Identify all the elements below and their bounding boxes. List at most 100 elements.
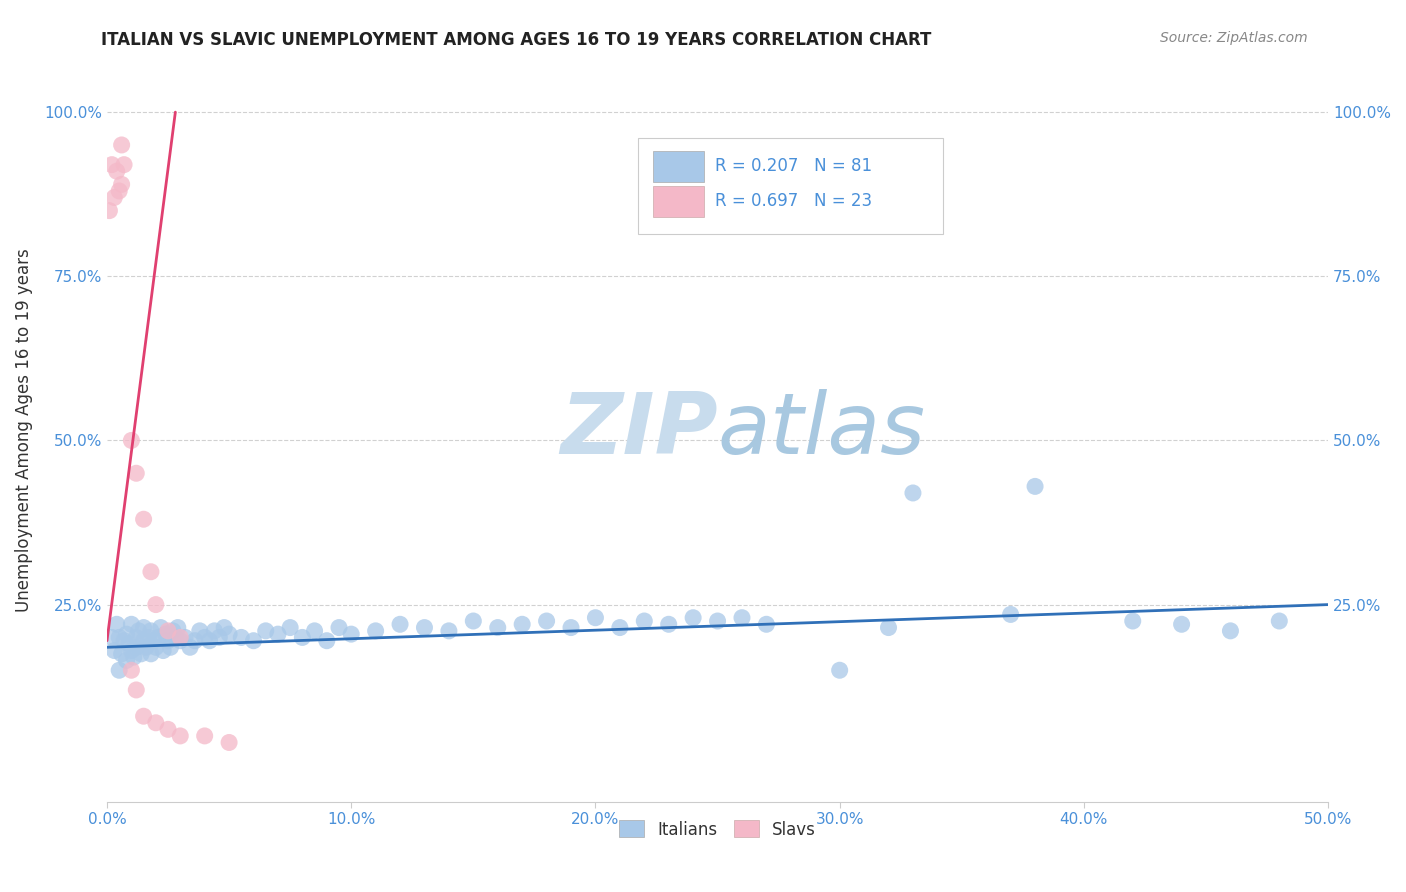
Point — [1268, 614, 1291, 628]
Point — [101, 631, 124, 645]
Point — [315, 633, 337, 648]
Point — [105, 617, 128, 632]
Point — [103, 643, 125, 657]
Point — [218, 627, 240, 641]
Point — [120, 434, 142, 448]
Point — [152, 643, 174, 657]
Point — [129, 647, 152, 661]
Point — [536, 614, 558, 628]
FancyBboxPatch shape — [638, 137, 943, 234]
Point — [125, 467, 148, 481]
Point — [122, 650, 145, 665]
Point — [145, 640, 167, 655]
Point — [328, 621, 350, 635]
Point — [111, 138, 134, 153]
Point — [125, 640, 148, 655]
Point — [188, 624, 211, 638]
Point — [118, 637, 141, 651]
Point — [169, 631, 191, 645]
Point — [218, 735, 240, 749]
Point — [108, 663, 131, 677]
Point — [731, 611, 754, 625]
Point — [142, 633, 165, 648]
Point — [179, 640, 201, 655]
Point — [437, 624, 460, 638]
Point — [139, 565, 162, 579]
Point — [132, 621, 155, 635]
Point — [1122, 614, 1144, 628]
Point — [463, 614, 485, 628]
Point — [111, 178, 134, 192]
Text: ITALIAN VS SLAVIC UNEMPLOYMENT AMONG AGES 16 TO 19 YEARS CORRELATION CHART: ITALIAN VS SLAVIC UNEMPLOYMENT AMONG AGE… — [101, 31, 932, 49]
Point — [184, 633, 207, 648]
Point — [139, 624, 162, 638]
Text: R = 0.207   N = 81: R = 0.207 N = 81 — [716, 158, 872, 176]
Point — [413, 621, 436, 635]
Point — [108, 184, 131, 198]
Point — [828, 663, 851, 677]
Point — [135, 640, 157, 655]
Point — [103, 190, 125, 204]
Point — [120, 663, 142, 677]
Point — [560, 621, 582, 635]
Point — [1000, 607, 1022, 622]
Text: R = 0.697   N = 23: R = 0.697 N = 23 — [716, 193, 872, 211]
Point — [1219, 624, 1241, 638]
Point — [755, 617, 778, 632]
Point — [145, 715, 167, 730]
Point — [1024, 479, 1046, 493]
Point — [174, 631, 197, 645]
Point — [267, 627, 290, 641]
Point — [1170, 617, 1192, 632]
Text: ZIP: ZIP — [560, 389, 717, 472]
Point — [157, 723, 180, 737]
Point — [157, 624, 180, 638]
Point — [148, 631, 170, 645]
Point — [115, 653, 138, 667]
Point — [510, 617, 533, 632]
Point — [145, 598, 167, 612]
Point — [254, 624, 277, 638]
Point — [111, 647, 134, 661]
Point — [340, 627, 363, 641]
Point — [105, 164, 128, 178]
Text: Source: ZipAtlas.com: Source: ZipAtlas.com — [1160, 31, 1308, 45]
Point — [162, 624, 184, 638]
Point — [169, 633, 191, 648]
Point — [633, 614, 655, 628]
Point — [198, 633, 221, 648]
Point — [166, 621, 188, 635]
Point — [706, 614, 728, 628]
Point — [208, 631, 231, 645]
Point — [658, 617, 681, 632]
Legend: Italians, Slavs: Italians, Slavs — [612, 814, 823, 846]
Point — [132, 512, 155, 526]
FancyBboxPatch shape — [652, 186, 704, 217]
Point — [877, 621, 900, 635]
Point — [583, 611, 606, 625]
Point — [364, 624, 387, 638]
Point — [149, 621, 172, 635]
Point — [120, 643, 142, 657]
Point — [125, 631, 148, 645]
Text: atlas: atlas — [717, 389, 925, 472]
Point — [112, 633, 135, 648]
Point — [139, 647, 162, 661]
Point — [278, 621, 301, 635]
Point — [212, 621, 235, 635]
Point — [120, 617, 142, 632]
Point — [101, 158, 124, 172]
Point — [291, 631, 314, 645]
Point — [389, 617, 412, 632]
FancyBboxPatch shape — [652, 151, 704, 182]
Point — [108, 631, 131, 645]
Point — [165, 631, 187, 645]
Point — [98, 203, 121, 218]
Point — [132, 709, 155, 723]
Point — [242, 633, 264, 648]
Point — [194, 631, 217, 645]
Point — [231, 631, 253, 645]
Point — [112, 158, 135, 172]
Point — [128, 624, 150, 638]
Point — [132, 633, 155, 648]
